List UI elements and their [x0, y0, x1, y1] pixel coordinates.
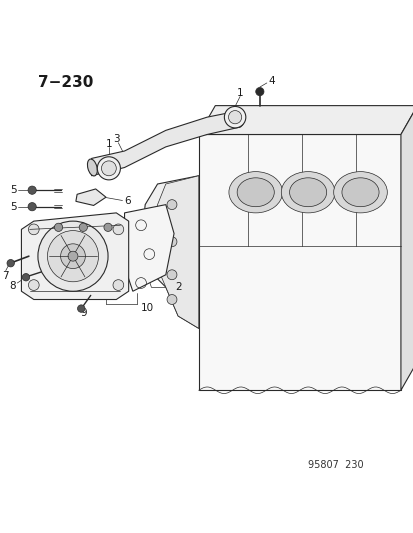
Circle shape [79, 223, 87, 231]
Ellipse shape [237, 178, 274, 207]
Circle shape [28, 280, 39, 290]
Circle shape [166, 200, 176, 209]
Circle shape [97, 157, 120, 180]
Polygon shape [198, 106, 413, 134]
Circle shape [101, 161, 116, 176]
Circle shape [47, 231, 98, 282]
Circle shape [166, 237, 176, 247]
Text: 6: 6 [124, 196, 131, 206]
Polygon shape [141, 176, 198, 328]
Text: 95807  230: 95807 230 [307, 461, 363, 470]
Circle shape [22, 273, 30, 281]
Text: 1: 1 [105, 139, 112, 149]
Text: 10: 10 [141, 303, 154, 313]
Text: 7: 7 [2, 271, 8, 280]
Text: 8: 8 [9, 281, 16, 292]
Circle shape [166, 270, 176, 280]
Text: 9: 9 [80, 308, 86, 318]
Ellipse shape [233, 111, 243, 127]
Text: 1: 1 [236, 88, 243, 98]
Text: 4: 4 [268, 76, 275, 86]
Text: 5: 5 [10, 201, 17, 212]
Circle shape [68, 251, 78, 261]
Circle shape [28, 186, 36, 195]
Circle shape [228, 110, 241, 124]
Ellipse shape [228, 172, 282, 213]
Circle shape [255, 87, 263, 96]
Ellipse shape [280, 172, 334, 213]
Text: 2: 2 [174, 282, 181, 292]
Circle shape [28, 203, 36, 211]
Circle shape [104, 223, 112, 231]
Polygon shape [198, 134, 400, 390]
Circle shape [224, 107, 245, 128]
Circle shape [113, 280, 123, 290]
Circle shape [38, 221, 108, 291]
Polygon shape [400, 106, 413, 390]
Polygon shape [21, 213, 128, 300]
Text: 5: 5 [10, 185, 17, 195]
Ellipse shape [333, 172, 387, 213]
Ellipse shape [87, 159, 97, 176]
Ellipse shape [341, 178, 378, 207]
Polygon shape [76, 189, 106, 205]
Ellipse shape [289, 178, 326, 207]
Text: 7−230: 7−230 [38, 75, 93, 90]
Circle shape [60, 244, 85, 269]
Circle shape [7, 260, 14, 267]
Circle shape [54, 223, 62, 231]
Polygon shape [153, 176, 198, 328]
Polygon shape [91, 110, 240, 176]
Text: 3: 3 [113, 134, 119, 143]
Circle shape [28, 224, 39, 235]
Circle shape [166, 295, 176, 304]
Polygon shape [124, 205, 173, 291]
Circle shape [113, 224, 123, 235]
Circle shape [77, 305, 85, 312]
